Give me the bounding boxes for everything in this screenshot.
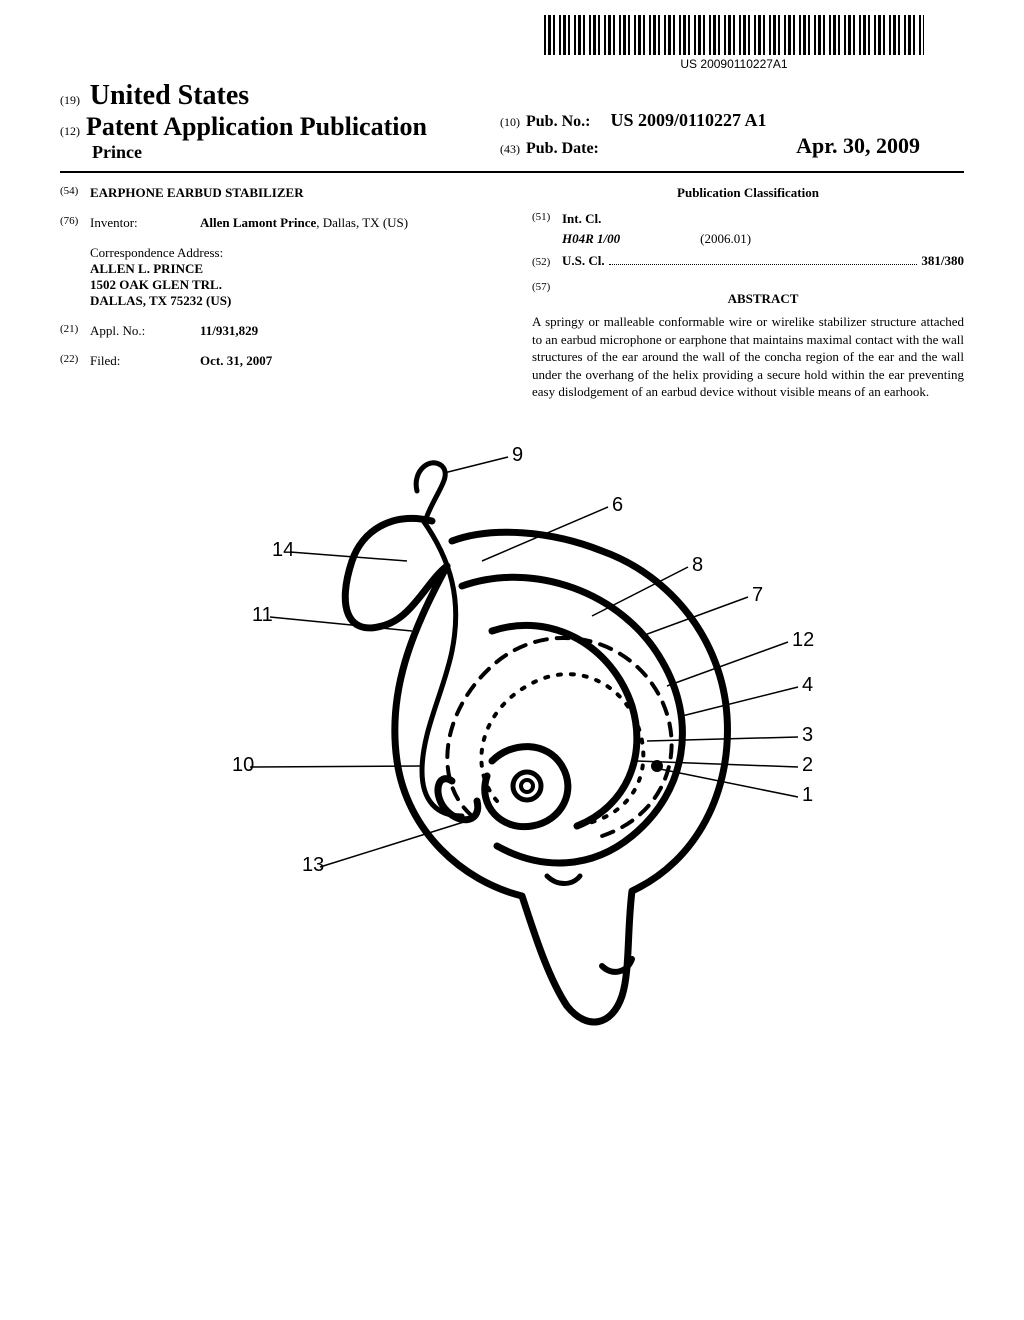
country-line: (19) United States (60, 80, 964, 112)
filed-row: (22) Filed: Oct. 31, 2007 (60, 353, 492, 369)
abstract-header-row: (57) ABSTRACT (532, 281, 964, 313)
uscl-dots (609, 264, 918, 265)
svg-text:13: 13 (302, 854, 324, 876)
intcl-year: (2006.01) (700, 231, 751, 247)
svg-text:9: 9 (512, 444, 523, 466)
appl-label: Appl. No.: (90, 323, 200, 339)
uscl-row: (52) U.S. Cl. 381/380 (532, 253, 964, 269)
pubno-num: (10) (500, 115, 520, 130)
barcode-block: US 20090110227A1 (544, 15, 924, 71)
corr-label: Correspondence Address: (90, 245, 492, 261)
corr-street: 1502 OAK GLEN TRL. (90, 277, 492, 293)
svg-text:4: 4 (802, 674, 813, 696)
svg-text:3: 3 (802, 724, 813, 746)
left-column: (54) EARPHONE EARBUD STABILIZER (76) Inv… (60, 185, 492, 401)
pubdate-value: Apr. 30, 2009 (796, 133, 920, 159)
pub-date-line: (43) Pub. Date: Apr. 30, 2009 (500, 133, 920, 159)
corr-city: DALLAS, TX 75232 (US) (90, 293, 492, 309)
abstract-header: ABSTRACT (562, 291, 964, 307)
ear-diagram-svg: 9 6 8 7 12 4 3 2 1 14 11 10 13 (152, 431, 872, 1051)
country-name: United States (90, 80, 249, 111)
barcode-text: US 20090110227A1 (544, 57, 924, 71)
inventor-num: (76) (60, 215, 90, 231)
corr-name: ALLEN L. PRINCE (90, 261, 492, 277)
uscl-num: (52) (532, 256, 562, 268)
pubdate-label: Pub. Date: (526, 140, 599, 158)
pubclass-header: Publication Classification (532, 185, 964, 201)
inventor-label: Inventor: (90, 215, 200, 231)
svg-text:11: 11 (252, 604, 273, 626)
pubno-value: US 2009/0110227 A1 (610, 110, 766, 131)
invention-title: EARPHONE EARBUD STABILIZER (90, 185, 304, 201)
intcl-label: Int. Cl. (562, 211, 601, 227)
filed-value: Oct. 31, 2007 (200, 353, 492, 369)
country-num: (19) (60, 93, 80, 107)
pub-title: Patent Application Publication (86, 112, 427, 142)
appl-num: (21) (60, 323, 90, 339)
title-num: (54) (60, 185, 90, 201)
inventor-loc: , Dallas, TX (US) (316, 215, 408, 230)
pubdate-num: (43) (500, 142, 520, 157)
svg-text:12: 12 (792, 629, 814, 651)
barcode-graphic (544, 15, 924, 55)
svg-text:8: 8 (692, 554, 703, 576)
body-columns: (54) EARPHONE EARBUD STABILIZER (76) Inv… (60, 185, 964, 401)
intcl-num: (51) (532, 211, 562, 227)
svg-text:6: 6 (612, 494, 623, 516)
intcl-code: H04R 1/00 (562, 231, 620, 247)
svg-text:7: 7 (752, 584, 763, 606)
abstract-text: A springy or malleable conformable wire … (532, 313, 964, 401)
inventor-value: Allen Lamont Prince, Dallas, TX (US) (200, 215, 492, 231)
pubno-label: Pub. No.: (526, 113, 590, 131)
svg-text:2: 2 (802, 754, 813, 776)
uscl-label: U.S. Cl. (562, 253, 605, 269)
correspondence-block: Correspondence Address: ALLEN L. PRINCE … (90, 245, 492, 309)
intcl-code-row: H04R 1/00 (2006.01) (562, 231, 964, 247)
intcl-row: (51) Int. Cl. (532, 211, 964, 227)
header-right: (10) Pub. No.: US 2009/0110227 A1 (43) P… (500, 110, 920, 161)
svg-text:14: 14 (272, 539, 294, 561)
pub-no-line: (10) Pub. No.: US 2009/0110227 A1 (500, 110, 920, 131)
appl-row: (21) Appl. No.: 11/931,829 (60, 323, 492, 339)
filed-num: (22) (60, 353, 90, 369)
uscl-value: 381/380 (921, 253, 964, 269)
filed-label: Filed: (90, 353, 200, 369)
pub-num: (12) (60, 124, 80, 139)
header-divider (60, 171, 964, 173)
svg-text:1: 1 (802, 784, 813, 806)
right-column: Publication Classification (51) Int. Cl.… (532, 185, 964, 401)
patent-figure: 9 6 8 7 12 4 3 2 1 14 11 10 13 (60, 431, 964, 1071)
inventor-row: (76) Inventor: Allen Lamont Prince, Dall… (60, 215, 492, 231)
svg-text:10: 10 (232, 754, 254, 776)
appl-value: 11/931,829 (200, 323, 492, 339)
title-row: (54) EARPHONE EARBUD STABILIZER (60, 185, 492, 201)
inventor-name: Allen Lamont Prince (200, 215, 316, 230)
abstract-num: (57) (532, 281, 562, 313)
